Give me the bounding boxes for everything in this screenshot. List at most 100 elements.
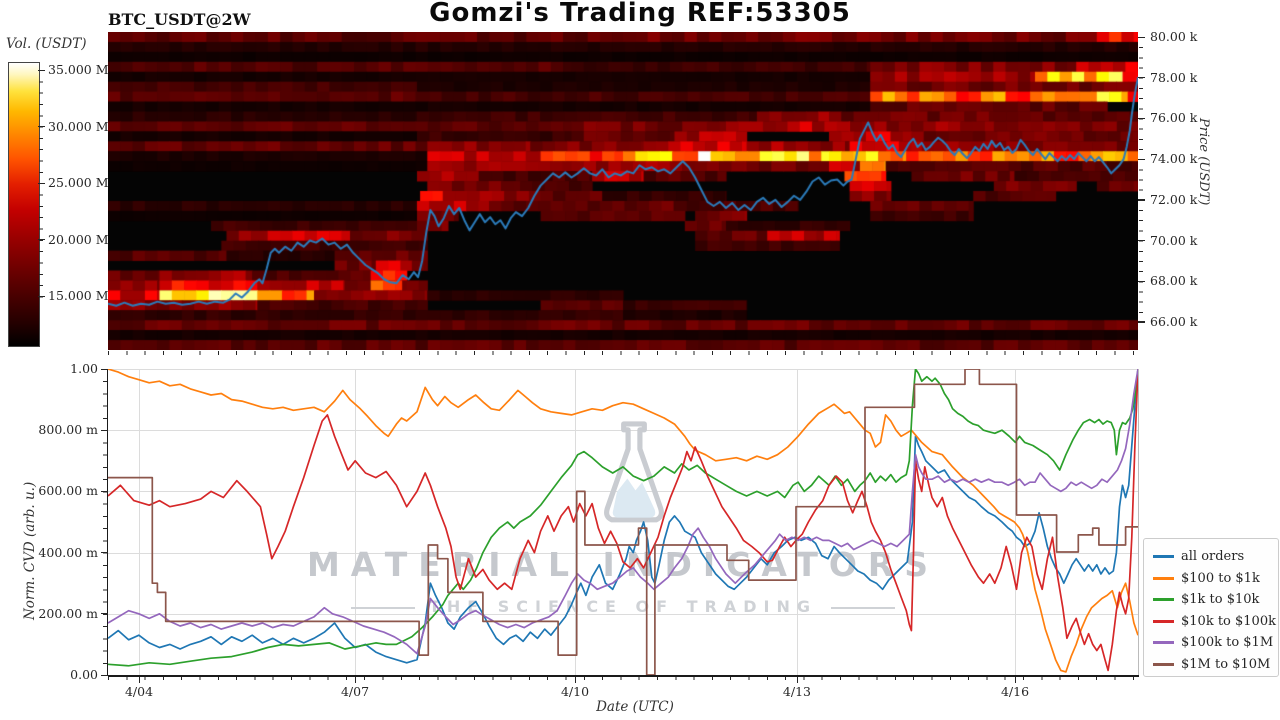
cvd-x-tick [575,677,577,683]
cvd-y-tick-label: 1.00 [70,361,98,376]
legend-label: $1k to $10k [1181,592,1260,608]
gridline-vertical [139,369,140,675]
cvd-y-tick-label: 600.00 m [38,483,98,499]
legend-item: $1k to $10k [1153,589,1278,611]
price-axis-tick-label: 78.00 k [1150,69,1198,85]
colorbar-label: Vol. (USDT) [6,36,87,52]
cvd-y-minor-ticks [103,369,107,675]
legend-swatch--10k-to-100k [1153,619,1174,623]
price-axis-tick-label: 80.00 k [1150,29,1198,44]
cvd-x-tick-label: 4/07 [340,684,370,699]
colorbar-minor-ticks [39,70,43,302]
cvd-y-tick [101,674,108,676]
series-line-all-orders [108,369,1138,664]
series-line--1k-to-10k [108,369,1138,667]
cvd-y-tick [101,490,108,493]
cvd-x-tick-label: 4/10 [560,684,590,699]
price-axis-tick [1138,240,1145,242]
volume-colorbar [8,62,40,347]
cvd-y-axis-label: Norm. CVD (arb. u.) [22,481,38,620]
price-axis-tick-label: 70.00 k [1150,232,1198,248]
volume-heatmap-panel [108,32,1138,350]
cvd-panel: MATERIAL INDICATORS THE SCIENCE OF TRADI… [108,369,1139,676]
cvd-lines-svg [108,369,1138,675]
colorbar-tick [38,239,45,241]
cvd-x-tick [139,677,141,683]
cvd-y-tick [101,552,108,554]
cvd-left-spine [107,369,109,675]
gridline-vertical [354,369,356,675]
gridline-vertical [1015,369,1017,675]
colorbar-tick-label: 35.000 M [48,62,109,77]
colorbar-tick-label: 25.000 M [48,175,109,191]
legend-item: $100 to $1k [1153,568,1278,590]
cvd-bottom-spine [108,675,1139,677]
page-title: Gomzi's Trading REF:53305 [429,0,851,28]
colorbar-tick [38,182,45,184]
cvd-y-tick [101,613,108,615]
colorbar-tick-label: 30.000 M [48,118,109,134]
legend-swatch--100-to-1k [1153,576,1174,580]
colorbar-tick [38,295,45,298]
gridline-horizontal [108,552,1138,554]
price-axis-tick-label: 74.00 k [1150,151,1198,167]
legend-label: $1M to $10M [1181,656,1271,672]
series-line--10k-to-100k [108,369,1138,672]
price-axis-tick [1138,36,1145,38]
instrument-label: BTC_USDT@2W [108,10,251,29]
legend-label: all orders [1181,549,1245,565]
legend-item: $100k to $1M [1153,632,1278,654]
price-axis-tick [1138,77,1145,79]
legend-label: $100k to $1M [1181,635,1274,651]
price-axis-tick [1138,158,1145,160]
gridline-horizontal [108,613,1138,615]
heatmap-date-minor-ticks [108,351,1138,355]
gridline-vertical [575,369,576,675]
series-line--100k-to-1m [108,369,1138,655]
legend: all orders $100 to $1k $1k to $10k $10k to … [1143,538,1279,677]
volume-heatmap-canvas [108,32,1138,350]
gridline-horizontal [108,369,1138,370]
cvd-x-tick-label: 4/04 [124,684,154,699]
legend-swatch-all-orders [1153,555,1174,559]
cvd-y-tick [101,368,108,370]
colorbar-tick [38,126,45,128]
price-axis-tick-label: 72.00 k [1150,191,1198,207]
colorbar-tick [38,69,45,71]
legend-swatch--1m-to-10m [1153,662,1174,666]
legend-swatch--100k-to-1m [1153,641,1174,645]
price-axis-tick [1138,199,1145,201]
cvd-x-tick [1015,677,1017,683]
price-axis-minor-ticks [1139,37,1143,327]
cvd-y-tick-label: 200.00 m [38,605,98,621]
gridline-vertical [796,369,798,675]
price-axis-tick [1138,280,1145,282]
cvd-x-tick [796,677,799,683]
price-axis-tick-label: 68.00 k [1150,273,1198,289]
legend-label: $100 to $1k [1181,570,1260,586]
series-line--100-to-1k [108,369,1138,673]
legend-swatch--1k-to-10k [1153,598,1174,602]
cvd-x-tick-label: 4/13 [782,684,811,699]
cvd-x-tick-label: 4/16 [1000,684,1030,699]
cvd-y-tick-label: 800.00 m [38,422,98,438]
price-axis-tick [1138,321,1145,323]
legend-label: $10k to $100k [1181,613,1276,629]
legend-item: $1M to $10M [1153,654,1278,676]
cvd-x-minor-ticks [108,677,1138,680]
price-axis-label: Price (USDT) [1196,118,1211,206]
cvd-x-tick [354,677,357,683]
price-axis-tick [1138,117,1145,120]
date-axis-label: Date (UTC) [596,699,674,715]
price-axis-tick-label: 66.00 k [1150,313,1198,329]
legend-item: $10k to $100k [1153,611,1278,633]
series-line--1m-to-10m [108,369,1138,675]
colorbar-tick-label: 15.000 M [48,288,109,304]
colorbar-tick-label: 20.000 M [48,231,109,247]
cvd-y-tick-label: 400.00 m [38,544,98,560]
cvd-y-tick [101,429,108,431]
legend-item: all orders [1153,546,1278,568]
cvd-y-tick-label: 0.00 [70,667,98,682]
price-axis-tick-label: 76.00 k [1150,110,1198,126]
